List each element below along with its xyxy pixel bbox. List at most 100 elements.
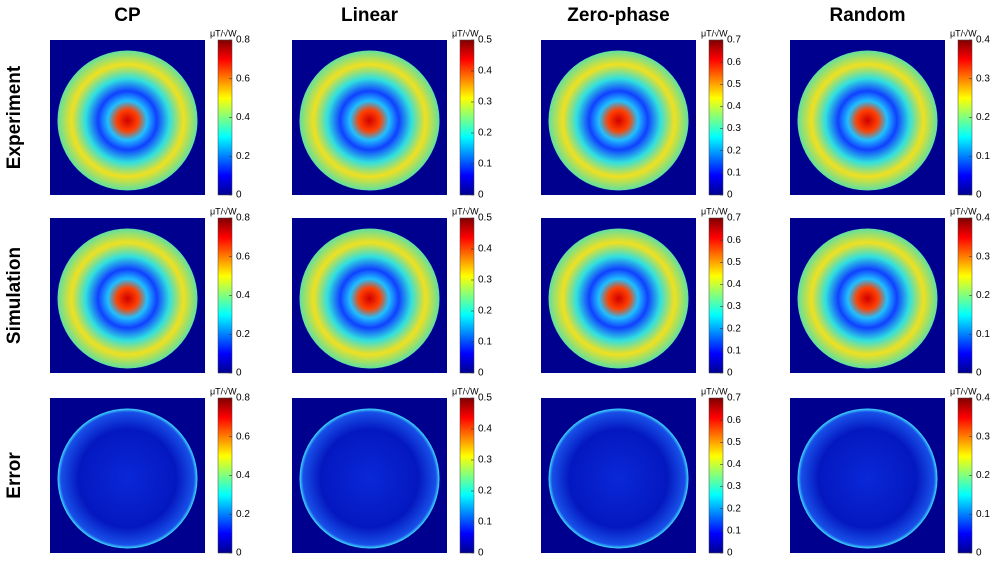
colorbar-unit: μT/√W <box>950 28 977 38</box>
colorbar-tick-label: 0.1 <box>727 525 741 536</box>
colorbar-tick-label: 0.4 <box>976 35 990 46</box>
column-title: Random <box>830 5 906 26</box>
column-title: CP <box>114 5 141 26</box>
colorbar-tick-label: 0.2 <box>236 151 250 162</box>
colorbar-tick-label: 0.5 <box>478 393 492 404</box>
row-label: Error <box>4 452 25 499</box>
colorbar-tick-label: 0.7 <box>727 213 741 224</box>
colorbar-tick-label: 0.3 <box>727 123 741 134</box>
colorbar-tick-label: 0.2 <box>478 306 492 317</box>
heatmap-field <box>299 50 440 191</box>
colorbar-tick-label: 0.7 <box>727 393 741 404</box>
colorbar-tick-label: 0.3 <box>976 431 990 442</box>
heatmap-field <box>299 408 440 549</box>
colorbar-tick-label: 0.5 <box>727 257 741 268</box>
colorbar-tick-label: 0.4 <box>727 279 741 290</box>
heatmap-field <box>57 50 198 191</box>
colorbar-tick-label: 0.5 <box>727 437 741 448</box>
heatmap-field <box>57 228 198 369</box>
colorbar-tick-label: 0.1 <box>478 517 492 528</box>
colorbar-unit: μT/√W <box>452 386 479 396</box>
colorbar-tick-label: 0.5 <box>727 79 741 90</box>
colorbar-tick-label: 0.5 <box>478 35 492 46</box>
colorbar-tick-label: 0.4 <box>727 101 741 112</box>
colorbar-tick-label: 0 <box>727 190 733 201</box>
colorbar <box>459 397 475 554</box>
colorbar-tick-label: 0.7 <box>727 35 741 46</box>
colorbar-tick-label: 0.4 <box>478 66 492 77</box>
colorbar <box>459 217 475 374</box>
colorbar-tick-label: 0.4 <box>478 424 492 435</box>
colorbar-tick-label: 0.3 <box>478 97 492 108</box>
colorbar-tick-label: 0.4 <box>236 470 250 481</box>
colorbar-tick-label: 0 <box>727 548 733 559</box>
colorbar-unit: μT/√W <box>210 206 237 216</box>
colorbar-tick-label: 0.6 <box>727 235 741 246</box>
heatmap-field <box>57 408 198 549</box>
row-label: Experiment <box>4 65 25 169</box>
colorbar-tick-label: 0.8 <box>236 213 250 224</box>
colorbar-tick-label: 0 <box>236 190 242 201</box>
column-title: Zero-phase <box>567 5 669 26</box>
colorbar-tick-label: 0.5 <box>478 213 492 224</box>
colorbar-tick-label: 0.2 <box>478 486 492 497</box>
colorbar-tick-label: 0 <box>727 368 733 379</box>
colorbar-tick-label: 0 <box>478 548 484 559</box>
colorbar-tick-label: 0.1 <box>727 167 741 178</box>
column-title: Linear <box>341 5 399 26</box>
colorbar-tick-label: 0.6 <box>727 415 741 426</box>
colorbar-unit: μT/√W <box>950 386 977 396</box>
heatmap-field <box>797 50 938 191</box>
colorbar-tick-label: 0.4 <box>976 213 990 224</box>
colorbar-tick-label: 0.2 <box>727 145 741 156</box>
colorbar-tick-label: 0.3 <box>976 251 990 262</box>
colorbar-tick-label: 0.2 <box>236 509 250 520</box>
colorbar-tick-label: 0.1 <box>976 329 990 340</box>
heatmap-field <box>299 228 440 369</box>
colorbar-tick-label: 0.1 <box>976 509 990 520</box>
colorbar-unit: μT/√W <box>701 28 728 38</box>
heatmap-field <box>797 228 938 369</box>
colorbar-tick-label: 0.1 <box>478 337 492 348</box>
colorbar-tick-label: 0.6 <box>236 251 250 262</box>
colorbar-unit: μT/√W <box>452 206 479 216</box>
colorbar-tick-label: 0 <box>478 368 484 379</box>
colorbar-unit: μT/√W <box>452 28 479 38</box>
colorbar <box>708 397 724 554</box>
colorbar-tick-label: 0.3 <box>478 455 492 466</box>
colorbar-tick-label: 0.4 <box>236 112 250 123</box>
heatmap-field <box>797 408 938 549</box>
colorbar-tick-label: 0.8 <box>236 35 250 46</box>
colorbar-unit: μT/√W <box>210 28 237 38</box>
colorbar-tick-label: 0.1 <box>727 345 741 356</box>
colorbar-tick-label: 0.3 <box>478 275 492 286</box>
colorbar-tick-label: 0 <box>478 190 484 201</box>
colorbar-tick-label: 0.1 <box>478 159 492 170</box>
colorbar-tick-label: 0.4 <box>727 459 741 470</box>
colorbar-tick-label: 0 <box>976 548 982 559</box>
heatmap-field <box>548 228 689 369</box>
colorbar-unit: μT/√W <box>701 386 728 396</box>
colorbar-tick-label: 0.2 <box>976 470 990 481</box>
colorbar-tick-label: 0.4 <box>478 244 492 255</box>
colorbar-unit: μT/√W <box>950 206 977 216</box>
colorbar-tick-label: 0.2 <box>976 112 990 123</box>
row-label: Simulation <box>4 247 25 344</box>
colorbar-tick-label: 0.3 <box>976 73 990 84</box>
colorbar-tick-label: 0 <box>976 368 982 379</box>
heatmap-field <box>548 408 689 549</box>
colorbar-tick-label: 0.6 <box>236 431 250 442</box>
colorbar <box>459 39 475 196</box>
colorbar-tick-label: 0.8 <box>236 393 250 404</box>
colorbar-tick-label: 0 <box>236 548 242 559</box>
colorbar-tick-label: 0.2 <box>478 128 492 139</box>
colorbar-tick-label: 0.2 <box>727 323 741 334</box>
colorbar-unit: μT/√W <box>701 206 728 216</box>
colorbar <box>708 217 724 374</box>
colorbar-unit: μT/√W <box>210 386 237 396</box>
colorbar-tick-label: 0.6 <box>727 57 741 68</box>
colorbar-tick-label: 0.6 <box>236 73 250 84</box>
colorbar-tick-label: 0.4 <box>236 290 250 301</box>
colorbar <box>708 39 724 196</box>
